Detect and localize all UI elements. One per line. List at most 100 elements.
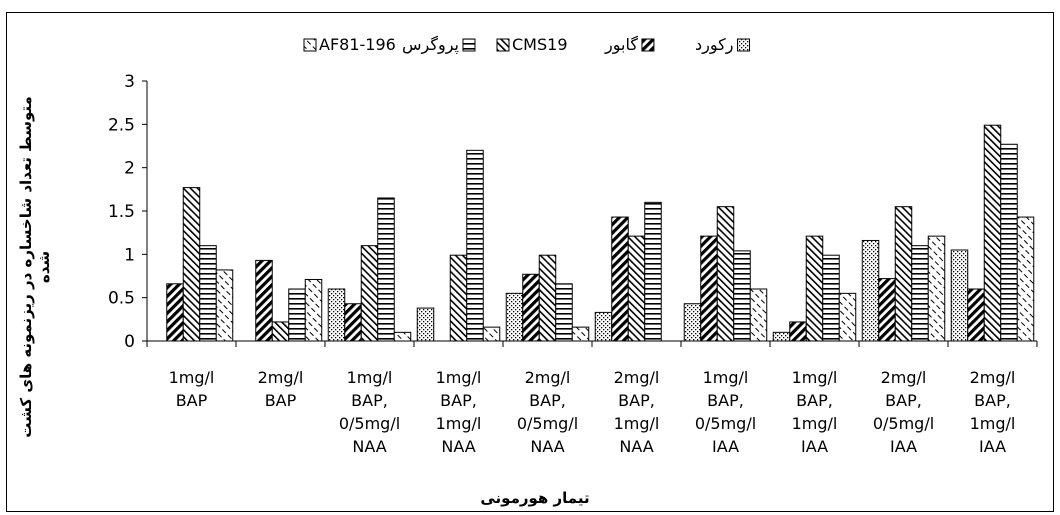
bar: [505, 292, 524, 342]
bar: [215, 269, 234, 342]
category-label-line: 2mg/l: [258, 368, 304, 387]
x-axis: 1mg/lBAP2mg/lBAP1mg/lBAP,0/5mg/lNAA1mg/l…: [146, 340, 1038, 456]
bar: [911, 245, 929, 342]
category-label-line: BAP,: [707, 391, 744, 410]
bar: [182, 187, 201, 342]
legend-item: رکورد: [695, 35, 750, 55]
legend-swatch: [462, 38, 476, 52]
legend-swatch: [736, 38, 750, 52]
category-label: 1mg/l BAP: [169, 368, 215, 410]
category-label-line: IAA: [890, 437, 917, 456]
y-tick-label: 1: [124, 245, 135, 265]
bar: [377, 197, 395, 342]
category-label-line: NAA: [352, 437, 386, 456]
category-label-line: 1mg/l: [970, 414, 1016, 433]
category-label: 2mg/l BAP, 0/5mg/l IAA: [873, 368, 934, 456]
bar: [967, 288, 985, 342]
category-label-line: 0/5mg/l: [695, 414, 756, 433]
y-tick-label: 0.5: [108, 289, 135, 309]
bar: [894, 206, 913, 342]
bar: [822, 254, 840, 342]
bar: [594, 311, 613, 342]
category-label-line: NAA: [619, 437, 653, 456]
bar: [627, 235, 646, 342]
category-label-line: BAP,: [440, 391, 477, 410]
bar: [611, 216, 629, 342]
bar: [878, 278, 896, 342]
category-label-line: 2mg/l: [614, 368, 660, 387]
legend-item: AF81-196: [303, 35, 396, 54]
category-label-line: 1mg/l: [792, 414, 838, 433]
category-label-line: NAA: [530, 437, 564, 456]
chart-legend: AF81-196 پروگرس CMS19 گابور رکورد: [303, 35, 750, 55]
category-label-line: 1mg/l: [347, 368, 393, 387]
category-label-line: BAP,: [351, 391, 388, 410]
legend-item: CMS19: [496, 35, 568, 54]
y-axis-title-line-2: شده: [35, 251, 53, 283]
bar: [861, 239, 880, 342]
bar: [327, 288, 346, 342]
bar: [789, 321, 807, 342]
bar: [927, 235, 946, 342]
legend-swatch: [641, 38, 655, 52]
category-label-line: BAP: [265, 391, 297, 410]
y-tick-label: 0: [124, 332, 135, 352]
bar: [1016, 216, 1035, 342]
bar: [644, 201, 662, 342]
bar: [555, 283, 573, 342]
category-label-line: 2mg/l: [525, 368, 571, 387]
bar: [271, 321, 290, 342]
category-label: 2mg/l BAP, 1mg/l NAA: [614, 368, 660, 456]
legend-item: پروگرس: [402, 35, 476, 55]
y-tick-label: 1.5: [108, 202, 135, 222]
bar: [304, 278, 323, 342]
category-label-line: BAP,: [885, 391, 922, 410]
category-label: 2mg/l BAP, 1mg/l IAA: [970, 368, 1016, 456]
legend-label: گابور: [604, 35, 638, 55]
category-label: 1mg/l BAP, 0/5mg/l IAA: [695, 368, 756, 456]
category-label-line: 2mg/l: [970, 368, 1016, 387]
bar: [1000, 143, 1018, 342]
bar: [482, 326, 501, 342]
bar: [716, 206, 735, 342]
category-label-line: 1mg/l: [169, 368, 215, 387]
bar: [571, 326, 590, 342]
category-label: 2mg/l BAP: [258, 368, 304, 410]
bar: [522, 273, 540, 342]
legend-swatch: [496, 38, 510, 52]
legend-label: CMS19: [512, 35, 568, 54]
category-label-line: IAA: [712, 437, 739, 456]
bar: [344, 303, 362, 342]
bar: [700, 235, 718, 342]
bar: [466, 149, 484, 342]
bar: [805, 235, 824, 342]
y-axis: 0 0.5 1 1.5 2 2.5 3: [108, 72, 148, 352]
category-label: 2mg/l BAP, 0/5mg/l NAA: [517, 368, 578, 456]
category-label-line: BAP,: [618, 391, 655, 410]
bar: [449, 254, 468, 342]
bar: [288, 288, 306, 342]
bar: [360, 245, 379, 342]
category-label-line: 1mg/l: [436, 368, 482, 387]
category-label-line: 0/5mg/l: [873, 414, 934, 433]
legend-label: AF81-196: [319, 35, 396, 54]
category-label-line: IAA: [979, 437, 1006, 456]
category-label-line: 0/5mg/l: [517, 414, 578, 433]
bar: [733, 250, 751, 342]
bar: [838, 292, 857, 342]
category-label: 1mg/l BAP, 1mg/l NAA: [436, 368, 482, 456]
legend-item: گابور: [604, 35, 655, 55]
y-axis-title: متوسط تعداد شاخساره در ریزنمونه های کشت …: [17, 96, 53, 438]
category-label-line: 1mg/l: [436, 414, 482, 433]
category-label-line: BAP,: [796, 391, 833, 410]
category-label: 1mg/l BAP, 1mg/l IAA: [792, 368, 838, 456]
x-axis-title: تیمار هورمونی: [480, 489, 589, 507]
bar: [772, 331, 791, 342]
category-label-line: NAA: [441, 437, 475, 456]
category-label-line: BAP: [176, 391, 208, 410]
category-label-line: IAA: [801, 437, 828, 456]
category-label-line: 2mg/l: [881, 368, 927, 387]
legend-label: رکورد: [695, 35, 733, 55]
bar: [199, 245, 217, 342]
bar: [683, 303, 702, 342]
